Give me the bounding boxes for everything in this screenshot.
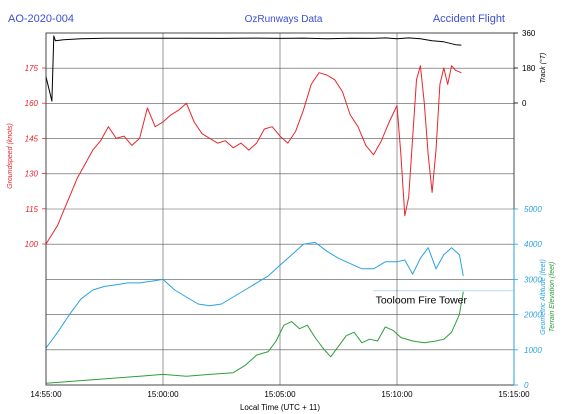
- track-tick-label: 0: [522, 99, 527, 108]
- track-axis-label: Track (°T): [539, 53, 547, 84]
- x-tick-label: 15:00:00: [147, 390, 179, 399]
- track-tick-label: 360: [522, 29, 536, 38]
- x-tick-label: 15:10:00: [381, 390, 413, 399]
- fire-tower-annotation: Tooloom Fire Tower: [376, 295, 468, 307]
- x-tick-label: 15:05:00: [264, 390, 296, 399]
- data-source-title: OzRunways Data: [244, 14, 323, 25]
- labels-layer: 14:55:00 15:00:00 15:05:00 15:10:00 15:15:00…: [7, 29, 556, 412]
- axes-layer: [42, 32, 518, 386]
- altitude-axis-label-2: Terrain Elevation (feet): [549, 262, 556, 333]
- altitude-tick-label: 0: [524, 381, 529, 390]
- groundspeed-tick-label: 160: [25, 99, 39, 108]
- track-tick-label: 180: [522, 64, 536, 73]
- groundspeed-axis-label: Groundspeed (knots): [7, 123, 14, 189]
- altitude-axis-label: Geometric Altitude (feet): [540, 259, 547, 335]
- x-axis-label: Local Time (UTC + 11): [240, 403, 320, 412]
- altitude-tick-label: 2000: [523, 311, 542, 320]
- report-id: AO-2020-004: [8, 13, 75, 25]
- altitude-tick-label: 1000: [524, 346, 542, 355]
- altitude-series-line: [45, 291, 464, 384]
- altitude-series-line: [45, 241, 464, 349]
- groundspeed-tick-label: 100: [25, 240, 39, 249]
- groundspeed-tick-label: 175: [25, 64, 39, 73]
- groundspeed-tick-label: 115: [25, 205, 38, 214]
- altitude-tick-label: 3000: [524, 275, 542, 284]
- groundspeed-tick-label: 145: [25, 134, 39, 143]
- altitude-tick-label: 4000: [524, 240, 542, 249]
- altitude-tick-label: 5000: [524, 205, 542, 214]
- groundspeed-tick-label: 130: [25, 170, 39, 179]
- series-layer: [45, 35, 514, 384]
- groundspeed-series-line: [45, 65, 462, 245]
- flight-label: Accident Flight: [432, 13, 505, 25]
- track-series-line: [45, 35, 462, 102]
- x-tick-label: 14:55:00: [30, 390, 62, 399]
- x-tick-label: 15:15:00: [498, 390, 530, 399]
